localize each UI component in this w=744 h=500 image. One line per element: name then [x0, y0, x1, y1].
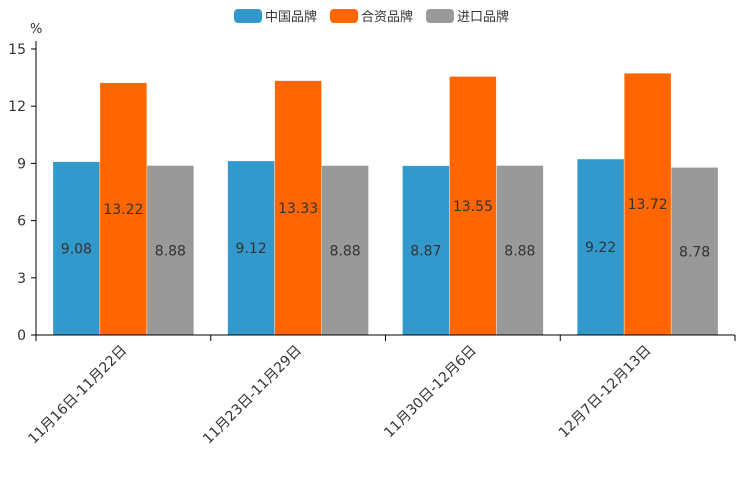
data-label: 13.33	[278, 201, 318, 217]
legend-swatch	[330, 9, 358, 23]
bar	[147, 165, 194, 335]
legend-label: 中国品牌	[265, 9, 317, 25]
bar	[274, 80, 322, 335]
bar	[671, 167, 718, 335]
data-label: 8.78	[679, 244, 710, 260]
x-tick-label: 12月7日-12月13日	[556, 343, 655, 442]
y-axis-unit-label: %	[30, 22, 42, 37]
bar	[100, 82, 147, 336]
y-tick-label: 0	[17, 328, 26, 344]
data-label: 9.12	[236, 241, 267, 257]
data-label: 9.22	[585, 240, 616, 256]
bars: 9.08 13.22 8.88 9.12 13.33 8.88 8.87 13.55 8.88 9…	[53, 73, 718, 336]
legend-label: 进口品牌	[457, 9, 509, 25]
x-tick-label: 11月23日-11月29日	[200, 343, 305, 448]
bar	[53, 161, 100, 335]
bar	[449, 76, 497, 335]
legend: 中国品牌 合资品牌 进口品牌	[234, 9, 509, 25]
y-tick-label: 6	[17, 214, 26, 230]
bar	[321, 165, 369, 335]
bar	[402, 165, 450, 335]
y-tick-label: 15	[8, 42, 26, 58]
y-tick-label: 9	[17, 156, 26, 172]
data-label: 8.88	[330, 243, 361, 259]
data-label: 8.88	[155, 243, 186, 259]
y-axis: 0 3 6 9 12 15	[8, 41, 37, 344]
legend-label: 合资品牌	[361, 9, 413, 25]
data-label: 9.08	[61, 241, 92, 257]
data-label: 13.72	[628, 197, 668, 213]
x-axis: 11月16日-11月22日 11月23日-11月29日 11月30日-12月6日 12…	[25, 334, 736, 448]
data-label: 13.55	[453, 199, 493, 215]
y-tick-label: 12	[8, 99, 26, 115]
x-tick-label: 11月16日-11月22日	[25, 343, 130, 448]
bar	[624, 73, 671, 335]
data-label: 8.88	[504, 243, 535, 259]
legend-swatch	[426, 9, 454, 23]
legend-swatch	[234, 9, 262, 23]
data-label: 8.87	[410, 243, 441, 259]
y-tick-label: 3	[17, 271, 26, 287]
bar	[577, 159, 624, 335]
data-label: 13.22	[103, 202, 143, 218]
bar	[227, 161, 275, 335]
bar	[496, 165, 544, 335]
x-tick-label: 11月30日-12月6日	[381, 343, 480, 442]
